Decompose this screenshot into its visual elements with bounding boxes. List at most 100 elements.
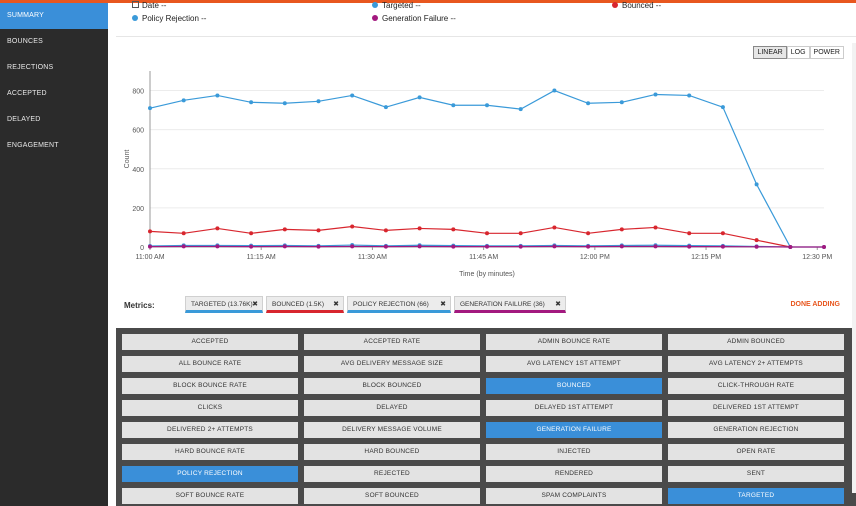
data-point-generation-failure (451, 244, 456, 249)
legend-policy-rejection: Policy Rejection -- (132, 14, 206, 23)
sidebar-item-bounces[interactable]: BOUNCES (7, 38, 44, 45)
metric-option-open-rate[interactable]: OPEN RATE (668, 444, 844, 460)
scale-power-button[interactable]: POWER (809, 46, 844, 59)
metric-option-soft-bounce-rate[interactable]: SOFT BOUNCE RATE (122, 488, 298, 504)
metric-option-hard-bounce-rate[interactable]: HARD BOUNCE RATE (122, 444, 298, 460)
metric-option-soft-bounced[interactable]: SOFT BOUNCED (304, 488, 480, 504)
scale-log-button[interactable]: LOG (786, 46, 810, 59)
data-point-bounced (586, 231, 591, 236)
metric-option-delayed[interactable]: DELAYED (304, 400, 480, 416)
data-point-generation-failure (215, 244, 220, 249)
metric-option-sent[interactable]: SENT (668, 466, 844, 482)
metric-option-block-bounced[interactable]: BLOCK BOUNCED (304, 378, 480, 394)
data-point-generation-failure (754, 244, 759, 249)
remove-chip-icon[interactable]: ✖ (252, 301, 258, 308)
metrics-row: Metrics: TARGETED (13.76K) ✖ BOUNCED (1.… (108, 293, 856, 323)
data-point-targeted (350, 93, 355, 98)
data-point-targeted (687, 93, 692, 98)
metric-option-injected[interactable]: INJECTED (486, 444, 662, 460)
legend-bounced-label: Bounced -- (622, 1, 662, 10)
sidebar-item-accepted[interactable]: ACCEPTED (7, 90, 47, 97)
metric-option-accepted[interactable]: ACCEPTED (122, 334, 298, 350)
data-point-targeted (619, 100, 624, 105)
metric-option-avg-latency-1st-attempt[interactable]: AVG LATENCY 1ST ATTEMPT (486, 356, 662, 372)
metric-option-delivery-message-volume[interactable]: DELIVERY MESSAGE VOLUME (304, 422, 480, 438)
metric-option-generation-failure[interactable]: GENERATION FAILURE (486, 422, 662, 438)
metric-options-grid: ACCEPTED ACCEPTED RATE ADMIN BOUNCE RATE AD… (122, 334, 844, 504)
data-point-generation-failure (249, 244, 254, 249)
data-point-bounced (181, 231, 186, 236)
metric-option-delivered-1st-attempt[interactable]: DELIVERED 1ST ATTEMPT (668, 400, 844, 416)
sidebar-item-engagement[interactable]: ENGAGEMENT (7, 142, 59, 149)
x-axis-label: Time (by minutes) (459, 271, 515, 278)
data-point-targeted (417, 95, 422, 100)
line-chart: 0 200 400 600 800 Count 11:00 AM 11:15 AM 11:30 … (124, 71, 832, 278)
legend-targeted-label: Targeted -- (382, 1, 421, 10)
metric-option-rejected[interactable]: REJECTED (304, 466, 480, 482)
metric-chip-targeted: TARGETED (13.76K) ✖ (185, 296, 263, 313)
metric-option-admin-bounce-rate[interactable]: ADMIN BOUNCE RATE (486, 334, 662, 350)
metric-option-rendered[interactable]: RENDERED (486, 466, 662, 482)
data-point-generation-failure (350, 244, 355, 249)
sidebar-item-delayed[interactable]: DELAYED (7, 116, 41, 123)
data-point-generation-failure (383, 244, 388, 249)
data-point-generation-failure (653, 244, 658, 249)
metric-option-generation-rejection[interactable]: GENERATION REJECTION (668, 422, 844, 438)
metric-option-all-bounce-rate[interactable]: ALL BOUNCE RATE (122, 356, 298, 372)
data-point-bounced (417, 226, 422, 231)
legend-policy-rejection-label: Policy Rejection -- (142, 14, 207, 23)
bounced-dot-icon (612, 1, 618, 8)
data-point-targeted (215, 93, 220, 98)
legend-generation-failure: Generation Failure -- (372, 14, 456, 23)
metric-option-delivered-2-attempts[interactable]: DELIVERED 2+ ATTEMPTS (122, 422, 298, 438)
y-axis-label: Count (124, 150, 131, 169)
metric-option-spam-complaints[interactable]: SPAM COMPLAINTS (486, 488, 662, 504)
sidebar-item-summary[interactable]: SUMMARY (0, 3, 108, 29)
metric-option-block-bounce-rate[interactable]: BLOCK BOUNCE RATE (122, 378, 298, 394)
data-point-bounced (451, 227, 456, 232)
scale-toggle: LINEAR LOG POWER (753, 46, 844, 59)
chart-legend: Date -- Targeted -- Bounced -- Policy Re… (132, 1, 852, 31)
x-tick-label: 12:30 PM (802, 254, 832, 261)
remove-chip-icon[interactable]: ✖ (440, 301, 446, 308)
remove-chip-icon[interactable]: ✖ (555, 301, 561, 308)
data-point-bounced (754, 238, 759, 243)
metrics-label: Metrics: (124, 301, 155, 310)
data-point-targeted (754, 182, 759, 187)
data-point-targeted (720, 105, 725, 110)
metric-option-bounced[interactable]: BOUNCED (486, 378, 662, 394)
top-accent-bar (0, 0, 856, 3)
metric-chip-label: TARGETED (13.76K) (191, 301, 253, 308)
metric-option-targeted[interactable]: TARGETED (668, 488, 844, 504)
generation-failure-dot-icon (372, 14, 378, 21)
data-point-targeted (485, 103, 489, 108)
sidebar-item-rejections[interactable]: REJECTIONS (7, 64, 54, 71)
done-adding-button[interactable]: DONE ADDING (790, 301, 840, 308)
data-point-targeted (316, 99, 321, 104)
metric-option-hard-bounced[interactable]: HARD BOUNCED (304, 444, 480, 460)
metric-option-accepted-rate[interactable]: ACCEPTED RATE (304, 334, 480, 350)
metric-chip-label: POLICY REJECTION (66) (353, 301, 429, 308)
metric-chip-policy-rejection: POLICY REJECTION (66) ✖ (347, 296, 451, 313)
legend-targeted: Targeted -- (372, 1, 421, 10)
metric-option-avg-latency-2-attempts[interactable]: AVG LATENCY 2+ ATTEMPTS (668, 356, 844, 372)
data-point-targeted (552, 88, 557, 93)
metric-option-click-through-rate[interactable]: CLICK-THROUGH RATE (668, 378, 844, 394)
metric-option-avg-delivery-message-size[interactable]: AVG DELIVERY MESSAGE SIZE (304, 356, 480, 372)
metric-option-policy-rejection[interactable]: POLICY REJECTION (122, 466, 298, 482)
x-tick-label: 12:15 PM (691, 254, 721, 261)
y-tick-label: 400 (132, 167, 144, 174)
calendar-icon (132, 1, 139, 9)
data-point-targeted (181, 98, 186, 103)
data-point-bounced (653, 225, 658, 230)
metric-option-admin-bounced[interactable]: ADMIN BOUNCED (668, 334, 844, 350)
metric-option-delayed-1st-attempt[interactable]: DELAYED 1ST ATTEMPT (486, 400, 662, 416)
data-point-targeted (653, 92, 658, 97)
metric-picker-panel: ACCEPTED ACCEPTED RATE ADMIN BOUNCE RATE AD… (116, 328, 856, 506)
scrollbar[interactable] (852, 43, 856, 493)
scale-linear-button[interactable]: LINEAR (753, 46, 787, 59)
metric-option-clicks[interactable]: CLICKS (122, 400, 298, 416)
remove-chip-icon[interactable]: ✖ (333, 301, 339, 308)
x-tick-label: 12:00 PM (580, 254, 610, 261)
data-point-generation-failure (417, 244, 422, 249)
